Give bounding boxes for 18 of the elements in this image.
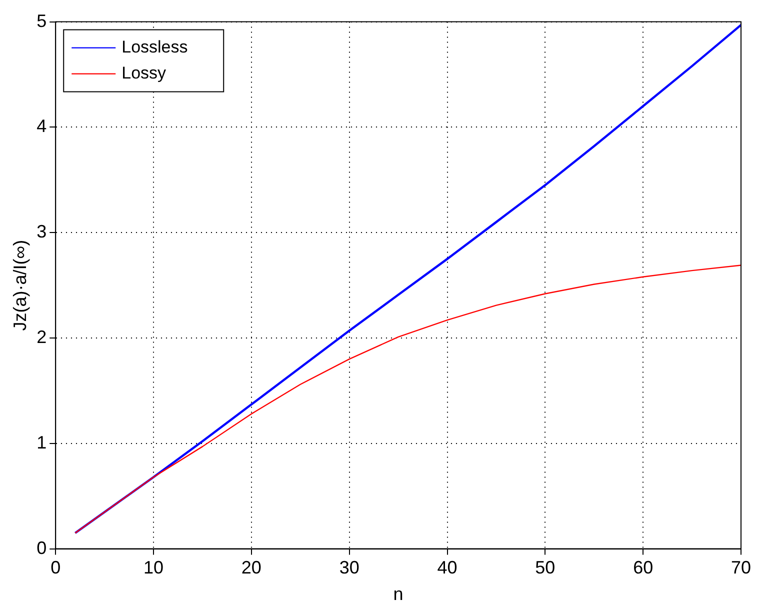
legend-label: Lossless bbox=[122, 37, 188, 56]
y-axis-title: Jz(a)·a/I(∞) bbox=[10, 240, 30, 331]
x-tick-label: 70 bbox=[730, 558, 752, 578]
y-tick-label: 0 bbox=[36, 538, 47, 558]
x-tick-label: 60 bbox=[633, 558, 654, 578]
x-tick-label: 0 bbox=[50, 558, 61, 578]
y-tick-label: 1 bbox=[36, 432, 47, 452]
x-tick-label: 10 bbox=[144, 558, 164, 578]
y-tick-label: 2 bbox=[36, 326, 47, 347]
x-axis-title: n bbox=[393, 584, 404, 604]
x-tick-label: 30 bbox=[339, 558, 360, 578]
y-tick-label: 5 bbox=[36, 10, 47, 31]
x-tick-label: 20 bbox=[241, 558, 262, 578]
x-tick-label: 50 bbox=[535, 558, 556, 578]
y-tick-label: 3 bbox=[36, 222, 47, 242]
y-tick-label: 4 bbox=[36, 116, 47, 136]
x-tick-label: 40 bbox=[437, 558, 458, 578]
legend-label: Lossy bbox=[122, 63, 167, 82]
